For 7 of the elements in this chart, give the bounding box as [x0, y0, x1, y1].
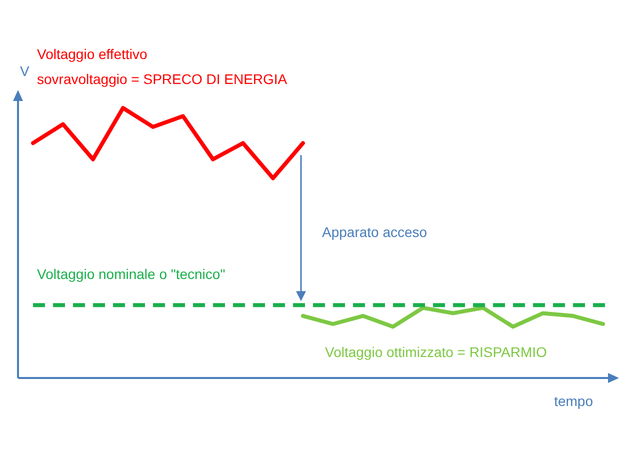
text: sovravoltaggio = SPRECO DI ENERGIA: [37, 70, 288, 87]
series-label: Voltaggio ottimizzato = RISPARMIO: [325, 344, 547, 360]
x-axis-title: tempo: [554, 392, 594, 409]
ref-line-label: Voltaggio nominale o "tecnico": [37, 266, 226, 282]
annotation: Apparato acceso: [322, 224, 428, 240]
text: Voltaggio effettivo: [37, 46, 148, 62]
y-axis-title: V: [20, 62, 30, 79]
